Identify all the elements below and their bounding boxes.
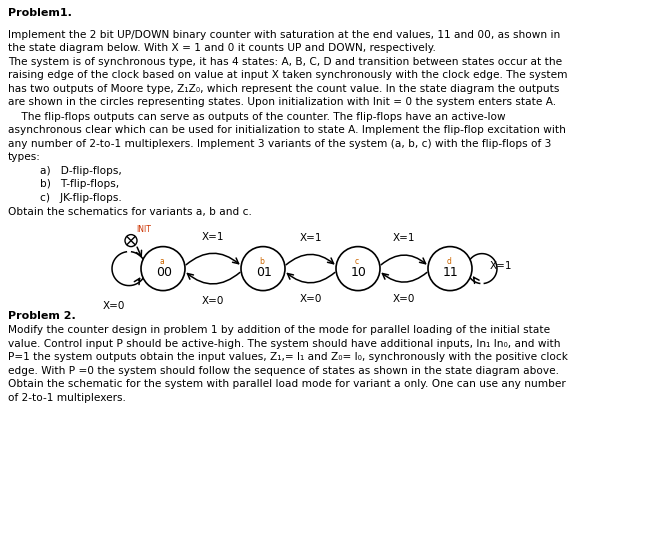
Text: value. Control input P should be active-high. The system should have additional : value. Control input P should be active-… <box>8 339 560 349</box>
Text: a)   D-flip-flops,: a) D-flip-flops, <box>40 165 122 176</box>
FancyArrowPatch shape <box>286 255 333 265</box>
Circle shape <box>241 246 285 290</box>
Text: X=1: X=1 <box>202 232 224 242</box>
Text: types:: types: <box>8 152 41 162</box>
Text: are shown in the circles representing states. Upon initialization with Init = 0 : are shown in the circles representing st… <box>8 97 556 107</box>
Text: X=1: X=1 <box>490 261 512 270</box>
Text: Obtain the schematics for variants a, b and c.: Obtain the schematics for variants a, b … <box>8 207 252 217</box>
Text: has two outputs of Moore type, Z₁Z₀, which represent the count value. In the sta: has two outputs of Moore type, Z₁Z₀, whi… <box>8 84 559 94</box>
Text: any number of 2-to-1 multiplexers. Implement 3 variants of the system (a, b, c) : any number of 2-to-1 multiplexers. Imple… <box>8 139 551 149</box>
Text: Implement the 2 bit UP/DOWN binary counter with saturation at the end values, 11: Implement the 2 bit UP/DOWN binary count… <box>8 29 560 40</box>
Text: c)   JK-flip-flops.: c) JK-flip-flops. <box>40 193 122 202</box>
Text: P=1 the system outputs obtain the input values, Z₁,= I₁ and Z₀= I₀, synchronousl: P=1 the system outputs obtain the input … <box>8 353 568 362</box>
Text: The flip-flops outputs can serve as outputs of the counter. The flip-flops have : The flip-flops outputs can serve as outp… <box>8 112 506 122</box>
Text: X=0: X=0 <box>202 295 224 306</box>
Text: edge. With P =0 the system should follow the sequence of states as shown in the : edge. With P =0 the system should follow… <box>8 366 559 376</box>
Circle shape <box>336 246 380 290</box>
Text: 01: 01 <box>256 266 272 279</box>
FancyArrowPatch shape <box>188 273 240 284</box>
FancyArrowPatch shape <box>382 273 427 282</box>
FancyArrowPatch shape <box>287 273 335 283</box>
Text: The system is of synchronous type, it has 4 states: A, B, C, D and transition be: The system is of synchronous type, it ha… <box>8 57 562 66</box>
Text: raising edge of the clock based on value at input X taken synchronously with the: raising edge of the clock based on value… <box>8 70 568 80</box>
Text: of 2-to-1 multiplexers.: of 2-to-1 multiplexers. <box>8 393 126 403</box>
Text: Problem 2.: Problem 2. <box>8 311 75 320</box>
Text: Modify the counter design in problem 1 by addition of the mode for parallel load: Modify the counter design in problem 1 b… <box>8 325 550 336</box>
Text: INIT: INIT <box>136 225 151 233</box>
Text: c: c <box>355 257 359 266</box>
Text: 10: 10 <box>351 266 367 279</box>
Text: b)   T-flip-flops,: b) T-flip-flops, <box>40 179 119 189</box>
Text: asynchronous clear which can be used for initialization to state A. Implement th: asynchronous clear which can be used for… <box>8 125 566 135</box>
Text: 00: 00 <box>156 266 172 279</box>
Text: X=1: X=1 <box>299 233 322 243</box>
Text: X=1: X=1 <box>393 233 415 244</box>
Text: X=0: X=0 <box>299 294 322 305</box>
FancyArrowPatch shape <box>186 254 238 265</box>
Text: a: a <box>160 257 164 266</box>
FancyArrowPatch shape <box>381 255 426 265</box>
Text: X=0: X=0 <box>393 294 415 304</box>
Text: d: d <box>447 257 452 266</box>
Text: Obtain the schematic for the system with parallel load mode for variant a only. : Obtain the schematic for the system with… <box>8 380 566 390</box>
Text: b: b <box>260 257 265 266</box>
Text: Problem1.: Problem1. <box>8 8 72 18</box>
Text: the state diagram below. With X = 1 and 0 it counts UP and DOWN, respectively.: the state diagram below. With X = 1 and … <box>8 43 436 53</box>
Circle shape <box>428 246 472 290</box>
Text: X=0: X=0 <box>103 301 126 311</box>
Text: 11: 11 <box>443 266 459 279</box>
Circle shape <box>141 246 185 290</box>
